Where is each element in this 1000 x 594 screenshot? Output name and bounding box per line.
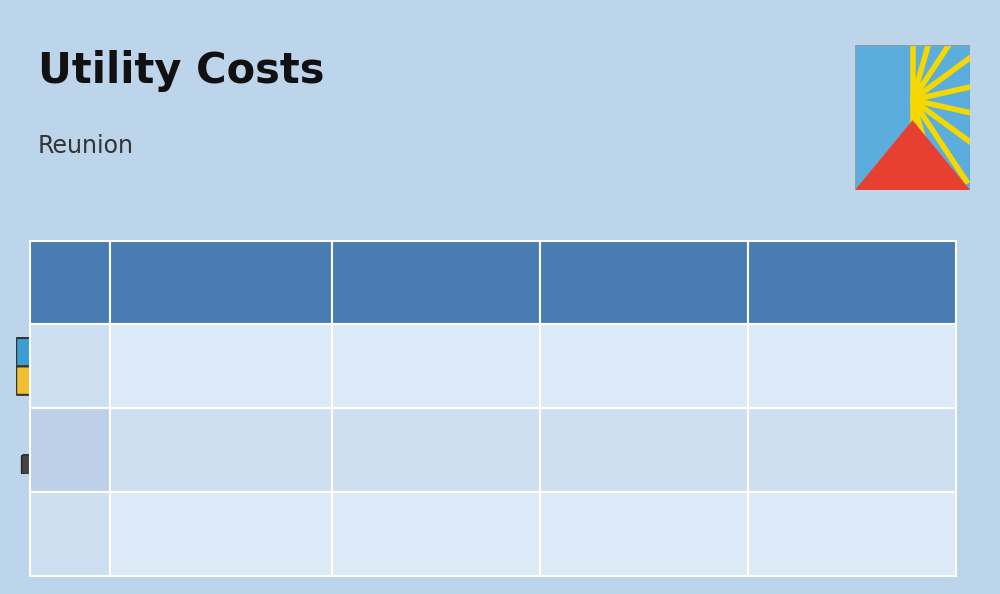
Text: 22 EUR: 22 EUR	[606, 516, 682, 536]
FancyBboxPatch shape	[46, 516, 57, 526]
FancyBboxPatch shape	[58, 516, 69, 526]
Text: MIN: MIN	[417, 273, 456, 292]
Text: $72: $72	[838, 545, 867, 560]
FancyBboxPatch shape	[22, 455, 119, 475]
Text: 420 EUR: 420 EUR	[808, 348, 897, 368]
Text: 🔌: 🔌	[33, 374, 41, 387]
Text: $24: $24	[630, 545, 659, 560]
Text: Utility Bill: Utility Bill	[122, 358, 222, 375]
Text: $10: $10	[422, 377, 451, 393]
Text: 13 EUR: 13 EUR	[398, 516, 474, 536]
Text: Reunion: Reunion	[38, 134, 134, 157]
Text: 44 EUR: 44 EUR	[814, 432, 890, 452]
Text: ⚙: ⚙	[30, 345, 44, 360]
Text: Mobile phone charges: Mobile phone charges	[122, 525, 345, 544]
FancyBboxPatch shape	[70, 516, 80, 526]
Circle shape	[67, 554, 73, 557]
FancyBboxPatch shape	[58, 528, 69, 538]
FancyBboxPatch shape	[57, 507, 83, 509]
FancyBboxPatch shape	[81, 528, 92, 538]
Text: AVG: AVG	[624, 273, 665, 292]
FancyBboxPatch shape	[70, 541, 80, 551]
Text: $68: $68	[630, 377, 659, 393]
Text: 66 EUR: 66 EUR	[814, 516, 890, 536]
Circle shape	[89, 463, 95, 467]
FancyBboxPatch shape	[46, 528, 57, 538]
FancyBboxPatch shape	[46, 541, 57, 551]
FancyBboxPatch shape	[58, 366, 106, 395]
Text: 17 EUR: 17 EUR	[398, 432, 474, 452]
FancyBboxPatch shape	[81, 516, 92, 526]
Text: 🚿: 🚿	[78, 374, 86, 387]
Polygon shape	[855, 120, 970, 190]
Bar	[46, 512, 95, 552]
Text: 33 EUR: 33 EUR	[606, 432, 682, 452]
Text: 9.6 EUR: 9.6 EUR	[395, 348, 478, 368]
Text: $14: $14	[422, 545, 451, 560]
FancyBboxPatch shape	[70, 528, 80, 538]
Text: Internet and cable: Internet and cable	[122, 441, 309, 459]
FancyBboxPatch shape	[81, 541, 92, 551]
Text: $450: $450	[833, 377, 871, 393]
Text: MAX: MAX	[829, 273, 875, 292]
FancyBboxPatch shape	[58, 338, 106, 366]
Text: $36: $36	[630, 462, 659, 476]
FancyBboxPatch shape	[58, 541, 69, 551]
Text: $18: $18	[422, 462, 451, 476]
FancyBboxPatch shape	[38, 502, 102, 561]
FancyBboxPatch shape	[16, 366, 58, 395]
Text: 👤: 👤	[78, 346, 86, 359]
FancyBboxPatch shape	[16, 338, 58, 366]
Text: 62 EUR: 62 EUR	[606, 348, 682, 368]
Text: Utility Costs: Utility Costs	[38, 50, 324, 93]
Text: $48: $48	[838, 462, 867, 476]
